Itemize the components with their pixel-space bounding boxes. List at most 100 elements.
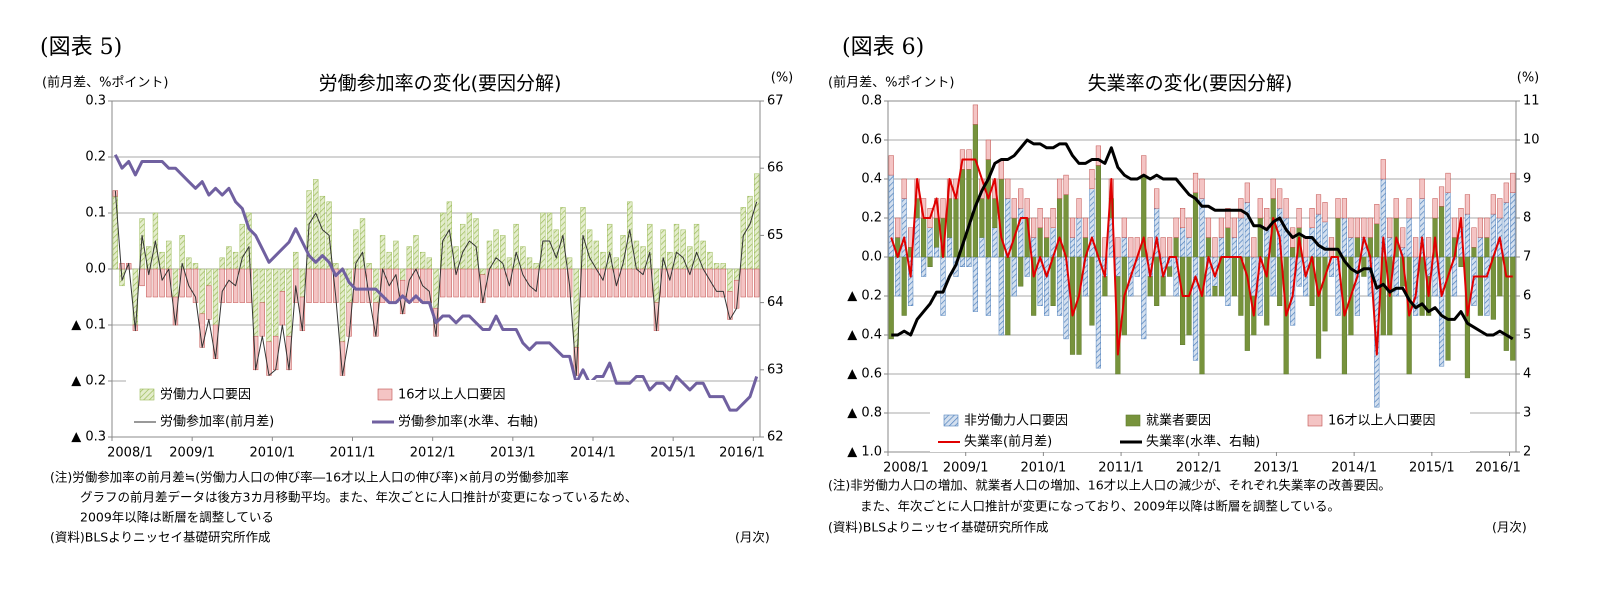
bar bbox=[546, 268, 553, 298]
bar bbox=[393, 240, 399, 270]
x-tick-label: 2016/1 bbox=[719, 446, 765, 461]
bar bbox=[553, 268, 559, 298]
y-tick-label: 0.4 bbox=[861, 172, 882, 187]
y-tick-label: 0.0 bbox=[861, 250, 882, 265]
bar bbox=[921, 256, 927, 277]
bar bbox=[1179, 227, 1186, 258]
bar bbox=[895, 256, 901, 297]
bar bbox=[279, 268, 286, 292]
bar bbox=[1186, 217, 1192, 238]
bar bbox=[1005, 178, 1011, 199]
bar bbox=[206, 268, 212, 287]
bar bbox=[1277, 188, 1283, 209]
bar bbox=[946, 237, 953, 258]
bar bbox=[667, 268, 673, 298]
bar bbox=[640, 246, 646, 270]
bar bbox=[1387, 237, 1393, 258]
y2-tick-label: 8 bbox=[1523, 211, 1531, 226]
bar bbox=[1115, 237, 1121, 258]
bar bbox=[266, 268, 272, 343]
bar bbox=[1445, 172, 1451, 193]
bar bbox=[640, 268, 646, 298]
bar bbox=[888, 256, 894, 340]
legend-label: 労働参加率(水準、右軸) bbox=[398, 414, 538, 430]
bar bbox=[526, 257, 533, 270]
bar bbox=[1063, 174, 1069, 195]
bar bbox=[1419, 256, 1425, 316]
source: (資料)BLSよりニッセイ基礎研究所作成 bbox=[828, 520, 1048, 535]
y-tick-label: ▲ 0.2 bbox=[847, 289, 882, 304]
x-tick-label: 2009/1 bbox=[169, 446, 215, 461]
bar bbox=[226, 246, 232, 270]
bar bbox=[500, 268, 506, 298]
bar bbox=[1477, 217, 1483, 238]
y-tick-label: ▲ 0.4 bbox=[847, 328, 882, 343]
legend-label: 労働参加率(前月差) bbox=[160, 414, 274, 430]
bar bbox=[985, 256, 991, 316]
bar bbox=[1115, 256, 1121, 277]
bar bbox=[166, 240, 172, 270]
bar bbox=[1218, 217, 1225, 238]
bar bbox=[1225, 208, 1231, 228]
y2-tick-label: 9 bbox=[1523, 172, 1531, 187]
chart-title: 労働参加率の変化(要因分解) bbox=[319, 73, 562, 95]
note: 2009年以降は断層を調整している bbox=[80, 510, 274, 525]
bar bbox=[1056, 178, 1063, 199]
bar bbox=[1277, 256, 1283, 306]
bar bbox=[979, 198, 985, 238]
bar bbox=[613, 257, 620, 270]
bar bbox=[627, 201, 633, 270]
x-tick-label: 2010/1 bbox=[1021, 461, 1067, 476]
bar bbox=[313, 268, 319, 303]
bar bbox=[159, 268, 165, 298]
bar bbox=[720, 263, 726, 270]
bar bbox=[1018, 208, 1024, 258]
bar bbox=[526, 268, 533, 298]
bar bbox=[1510, 172, 1516, 193]
bar bbox=[613, 268, 620, 298]
bar bbox=[953, 198, 959, 258]
bar bbox=[727, 268, 733, 292]
bar bbox=[673, 223, 680, 270]
bar bbox=[1309, 208, 1315, 228]
bar bbox=[1199, 178, 1205, 199]
bar bbox=[1309, 227, 1315, 258]
bar bbox=[979, 237, 985, 258]
bar bbox=[186, 257, 192, 270]
bar bbox=[560, 268, 566, 298]
bar bbox=[1192, 256, 1199, 361]
legend-swatch bbox=[1125, 414, 1141, 427]
bar bbox=[593, 240, 599, 270]
bar bbox=[1011, 256, 1017, 297]
bar bbox=[693, 268, 700, 298]
bar bbox=[1076, 198, 1082, 219]
x-tick-label: 2014/1 bbox=[1331, 461, 1377, 476]
x-tick-label: 2015/1 bbox=[1409, 461, 1455, 476]
bar bbox=[506, 257, 513, 270]
bar bbox=[888, 155, 894, 176]
bar bbox=[1050, 208, 1056, 228]
y-tick-label: 0.2 bbox=[85, 150, 106, 165]
bar bbox=[1251, 237, 1257, 258]
bar bbox=[687, 246, 693, 270]
legend-label: 失業率(前月差) bbox=[964, 434, 1052, 450]
x-tick-label: 2013/1 bbox=[1254, 461, 1300, 476]
right-axis-unit: (%) bbox=[771, 71, 794, 86]
bar bbox=[1205, 237, 1212, 258]
bar bbox=[1095, 256, 1101, 369]
bar bbox=[413, 235, 419, 270]
bar bbox=[1348, 237, 1354, 258]
bar bbox=[1154, 188, 1160, 209]
y-tick-label: 0.1 bbox=[85, 206, 106, 221]
legend-label: 就業者要因 bbox=[1146, 413, 1211, 429]
bar bbox=[1089, 188, 1095, 258]
bar bbox=[992, 227, 998, 258]
bar bbox=[1095, 145, 1101, 166]
bar bbox=[1464, 194, 1471, 215]
bar bbox=[687, 268, 693, 298]
bar bbox=[633, 268, 640, 298]
bar bbox=[1497, 256, 1503, 297]
bar bbox=[1069, 217, 1076, 238]
bar bbox=[1037, 208, 1043, 228]
bar bbox=[927, 256, 933, 267]
